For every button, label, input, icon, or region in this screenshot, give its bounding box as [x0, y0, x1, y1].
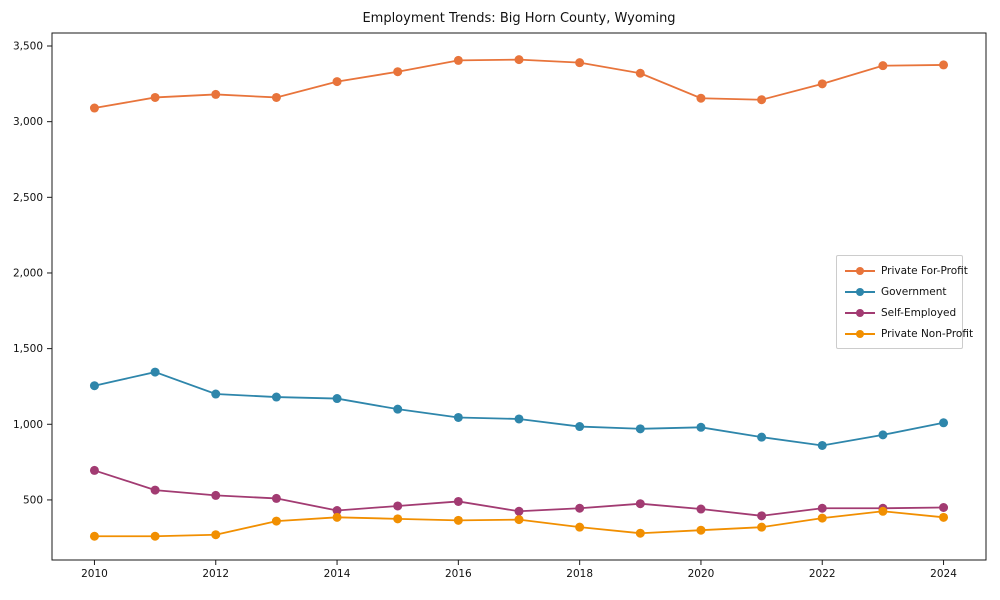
series-marker-private-non-profit: [150, 531, 160, 541]
legend: Private For-Profit Government Self-Employe…: [836, 255, 973, 349]
series-line-government: [94, 371, 944, 447]
series-marker-private-non-profit: [575, 522, 585, 532]
legend-label: Government: [881, 285, 947, 298]
x-tick-label: 2010: [81, 568, 108, 580]
series-marker-government: [211, 389, 221, 399]
series-marker-government: [271, 392, 281, 402]
series-marker-private-for-profit: [817, 79, 827, 89]
legend-marker-icon: [845, 308, 875, 318]
series-marker-private-non-profit: [878, 506, 888, 516]
series-marker-private-for-profit: [393, 67, 403, 77]
legend-dot: [856, 266, 864, 275]
series-marker-government: [332, 394, 342, 404]
legend-item-private-non-profit: Private Non-Profit: [845, 323, 973, 344]
series-marker-self-employed: [757, 511, 767, 521]
series-marker-private-for-profit: [514, 55, 524, 65]
x-tick-label: 2024: [930, 568, 957, 580]
y-tick-label: 2,000: [13, 267, 43, 279]
legend-marker-icon: [845, 329, 875, 339]
y-tick-label: 3,500: [13, 41, 43, 53]
series-marker-private-non-profit: [453, 515, 463, 525]
legend-marker-icon: [845, 266, 875, 276]
series-marker-government: [150, 367, 160, 377]
x-tick-label: 2016: [445, 568, 472, 580]
y-tick-label: 500: [23, 494, 43, 506]
x-tick-label: 2012: [202, 568, 229, 580]
legend-label: Private Non-Profit: [881, 327, 974, 340]
series-marker-private-for-profit: [271, 92, 281, 102]
series-marker-government: [757, 432, 767, 442]
y-tick-label: 2,500: [13, 192, 43, 204]
series-marker-self-employed: [696, 504, 706, 514]
series-marker-private-for-profit: [211, 89, 221, 99]
legend-label: Private For-Profit: [881, 264, 968, 277]
series-marker-private-non-profit: [332, 512, 342, 522]
series-marker-private-for-profit: [696, 93, 706, 103]
series-marker-private-non-profit: [757, 522, 767, 532]
series-marker-self-employed: [393, 501, 403, 511]
series-marker-self-employed: [453, 496, 463, 506]
series-marker-government: [878, 430, 888, 440]
series-marker-self-employed: [211, 490, 221, 500]
series-marker-private-for-profit: [89, 103, 99, 113]
x-tick-label: 2020: [688, 568, 715, 580]
series-marker-government: [453, 412, 463, 422]
series-marker-self-employed: [89, 465, 99, 475]
series-marker-self-employed: [817, 503, 827, 513]
y-tick-label: 1,500: [13, 343, 43, 355]
series-marker-private-for-profit: [332, 77, 342, 87]
x-tick-label: 2018: [566, 568, 593, 580]
series-marker-self-employed: [514, 506, 524, 516]
series-marker-self-employed: [332, 506, 342, 516]
series-marker-private-non-profit: [817, 513, 827, 523]
legend-dot: [856, 287, 864, 296]
series-marker-private-for-profit: [939, 60, 949, 70]
x-tick-label: 2022: [809, 568, 836, 580]
legend-marker-icon: [845, 287, 875, 297]
series-marker-private-for-profit: [635, 68, 645, 78]
series-marker-private-non-profit: [696, 525, 706, 535]
series-marker-private-for-profit: [150, 92, 160, 102]
series-marker-private-for-profit: [757, 95, 767, 105]
legend-item-government: Government: [845, 281, 954, 302]
legend-item-private-for-profit: Private For-Profit: [845, 260, 968, 281]
legend-label: Self-Employed: [881, 306, 957, 319]
series-marker-self-employed: [150, 485, 160, 495]
series-marker-government: [635, 424, 645, 434]
series-marker-government: [393, 404, 403, 414]
chart-title: Employment Trends: Big Horn County, Wyom…: [362, 11, 676, 26]
series-marker-private-non-profit: [635, 528, 645, 538]
series-marker-government: [939, 418, 949, 428]
y-tick-label: 1,000: [13, 419, 43, 431]
legend-dot: [856, 329, 864, 338]
plot-frame: [51, 32, 987, 561]
series-marker-private-non-profit: [514, 515, 524, 525]
series-marker-private-non-profit: [271, 516, 281, 526]
series-marker-private-for-profit: [878, 61, 888, 71]
series-marker-private-non-profit: [211, 530, 221, 540]
series-marker-government: [89, 381, 99, 391]
series-marker-self-employed: [939, 502, 949, 512]
series-marker-self-employed: [635, 499, 645, 509]
series-marker-government: [575, 422, 585, 432]
series-marker-self-employed: [271, 493, 281, 503]
y-tick-label: 3,000: [13, 116, 43, 128]
x-tick-label: 2014: [324, 568, 351, 580]
series-marker-private-non-profit: [393, 514, 403, 524]
series-marker-government: [696, 422, 706, 432]
series-marker-private-non-profit: [89, 531, 99, 541]
series-line-private-for-profit: [94, 58, 944, 109]
legend-item-self-employed: Self-Employed: [845, 302, 957, 323]
series-marker-private-for-profit: [453, 55, 463, 65]
series-marker-self-employed: [575, 503, 585, 513]
series-marker-private-for-profit: [575, 58, 585, 68]
series-marker-government: [817, 440, 827, 450]
series-marker-private-non-profit: [939, 512, 949, 522]
legend-dot: [856, 308, 864, 317]
series-marker-government: [514, 414, 524, 424]
